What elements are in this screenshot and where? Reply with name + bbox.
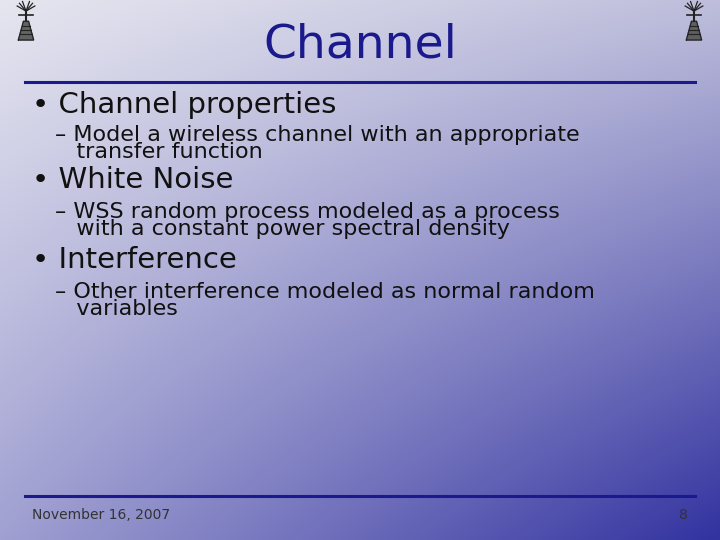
- Text: transfer function: transfer function: [55, 142, 263, 162]
- Text: November 16, 2007: November 16, 2007: [32, 508, 170, 522]
- Text: with a constant power spectral density: with a constant power spectral density: [55, 219, 510, 239]
- Text: – WSS random process modeled as a process: – WSS random process modeled as a proces…: [55, 202, 560, 222]
- Text: • Channel properties: • Channel properties: [32, 91, 336, 119]
- Text: • White Noise: • White Noise: [32, 166, 233, 194]
- Text: 8: 8: [679, 508, 688, 522]
- Polygon shape: [686, 21, 702, 40]
- Text: – Model a wireless channel with an appropriate: – Model a wireless channel with an appro…: [55, 125, 580, 145]
- Text: Channel: Channel: [263, 23, 457, 68]
- Text: – Other interference modeled as normal random: – Other interference modeled as normal r…: [55, 282, 595, 302]
- Polygon shape: [18, 21, 34, 40]
- Text: variables: variables: [55, 299, 178, 319]
- Text: • Interference: • Interference: [32, 246, 237, 274]
